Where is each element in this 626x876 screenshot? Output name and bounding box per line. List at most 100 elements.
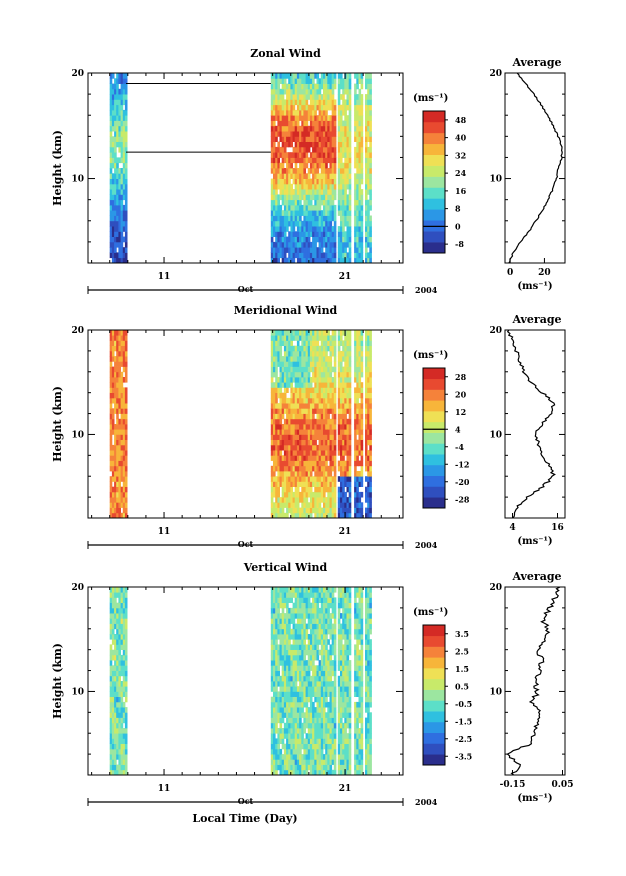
heatmap-cell	[305, 623, 309, 630]
heatmap-cell	[367, 377, 370, 383]
heatmap-cell	[348, 236, 352, 243]
heatmap-cell	[333, 507, 337, 514]
heatmap-cell	[290, 465, 293, 472]
heatmap-cell	[323, 507, 326, 514]
heatmap-cell	[333, 471, 337, 477]
heatmap-cell	[114, 94, 117, 100]
heatmap-cell	[337, 418, 341, 425]
heatmap-cell	[277, 88, 280, 95]
heatmap-cell	[323, 660, 326, 666]
heatmap-cell	[314, 707, 317, 713]
heatmap-cell	[369, 183, 372, 190]
heatmap-cell	[329, 120, 333, 127]
heatmap-cell	[294, 387, 298, 393]
heatmap-cell	[325, 220, 328, 227]
heatmap-cell	[337, 78, 341, 84]
heatmap-cell	[356, 136, 359, 142]
heatmap-cell	[344, 497, 347, 503]
heatmap-cell	[323, 104, 326, 111]
heatmap-cell	[288, 215, 291, 222]
heatmap-cell	[301, 241, 304, 248]
heatmap-cell	[118, 104, 121, 111]
heatmap-cell	[309, 486, 313, 493]
heatmap-cell	[270, 481, 274, 487]
heatmap-cell	[283, 136, 287, 142]
heatmap-cell	[273, 649, 276, 656]
heatmap-cell	[109, 424, 113, 430]
heatmap-cell	[114, 157, 117, 164]
heatmap-cell	[356, 335, 359, 341]
heatmap-cell	[286, 665, 289, 671]
heatmap-cell	[316, 613, 320, 619]
heatmap-cell	[354, 226, 357, 232]
heatmap-cell	[316, 125, 320, 132]
heatmap-cell	[118, 429, 121, 435]
heatmap-cell	[320, 136, 324, 142]
heatmap-cell	[109, 99, 113, 106]
heatmap-cell	[270, 759, 274, 765]
heatmap-cell	[292, 670, 296, 677]
heatmap-cell	[286, 215, 289, 222]
heatmap-cell	[286, 99, 289, 106]
heatmap-cell	[331, 136, 335, 142]
heatmap-cell	[294, 507, 298, 514]
heatmap-cell	[290, 592, 293, 598]
heatmap-cell	[337, 330, 341, 336]
heatmap-cell	[299, 660, 302, 666]
heatmap-cell	[356, 361, 359, 367]
heatmap-cell	[109, 712, 113, 718]
heatmap-cell	[275, 241, 278, 248]
heatmap-cell	[360, 152, 364, 158]
heatmap-cell	[118, 356, 121, 362]
heatmap-cell	[286, 168, 289, 174]
heatmap-cell	[279, 455, 283, 461]
heatmap-cell	[320, 465, 324, 472]
heatmap-cell	[323, 115, 326, 121]
heatmap-cell	[299, 173, 302, 179]
heatmap-cell	[312, 613, 315, 619]
heatmap-cell	[122, 152, 126, 158]
heatmap-cell	[309, 754, 313, 760]
heatmap-cell	[344, 115, 347, 121]
heatmap-cell	[312, 444, 315, 451]
heatmap-cell	[316, 722, 320, 729]
heatmap-cell	[327, 173, 330, 179]
heatmap-cell	[348, 476, 352, 482]
heatmap-cell	[299, 618, 302, 624]
heatmap-cell	[299, 712, 302, 718]
heatmap-cell	[286, 131, 289, 137]
heatmap-cell	[294, 115, 298, 121]
heatmap-cell	[329, 675, 333, 682]
heatmap-cell	[303, 136, 306, 142]
heatmap-cell	[275, 204, 278, 211]
heatmap-cell	[296, 654, 300, 661]
heatmap-cell	[124, 335, 128, 341]
heatmap-cell	[275, 754, 278, 760]
heatmap-cell	[346, 141, 350, 148]
heatmap-cell	[329, 141, 333, 148]
heatmap-cell	[346, 507, 350, 514]
heatmap-cell	[320, 691, 324, 697]
heatmap-cell	[303, 502, 306, 508]
heatmap-cell	[337, 152, 341, 158]
heatmap-cell	[116, 502, 119, 508]
heatmap-cell	[369, 178, 372, 185]
heatmap-cell	[114, 429, 117, 435]
heatmap-cell	[279, 759, 283, 765]
heatmap-cell	[124, 618, 128, 624]
heatmap-cell	[120, 639, 124, 645]
heatmap-cell	[275, 665, 278, 671]
heatmap-cell	[367, 392, 370, 399]
heatmap-cell	[279, 226, 283, 232]
heatmap-cell	[283, 602, 287, 609]
heatmap-cell	[116, 131, 119, 137]
heatmap-cell	[329, 759, 333, 765]
heatmap-cell	[365, 340, 368, 346]
heatmap-cell	[122, 623, 126, 630]
heatmap-cell	[325, 686, 328, 692]
heatmap-cell	[331, 413, 335, 420]
heatmap-cell	[303, 670, 306, 677]
heatmap-cell	[290, 587, 293, 593]
heatmap-cell	[116, 607, 119, 614]
heatmap-cell	[299, 738, 302, 744]
